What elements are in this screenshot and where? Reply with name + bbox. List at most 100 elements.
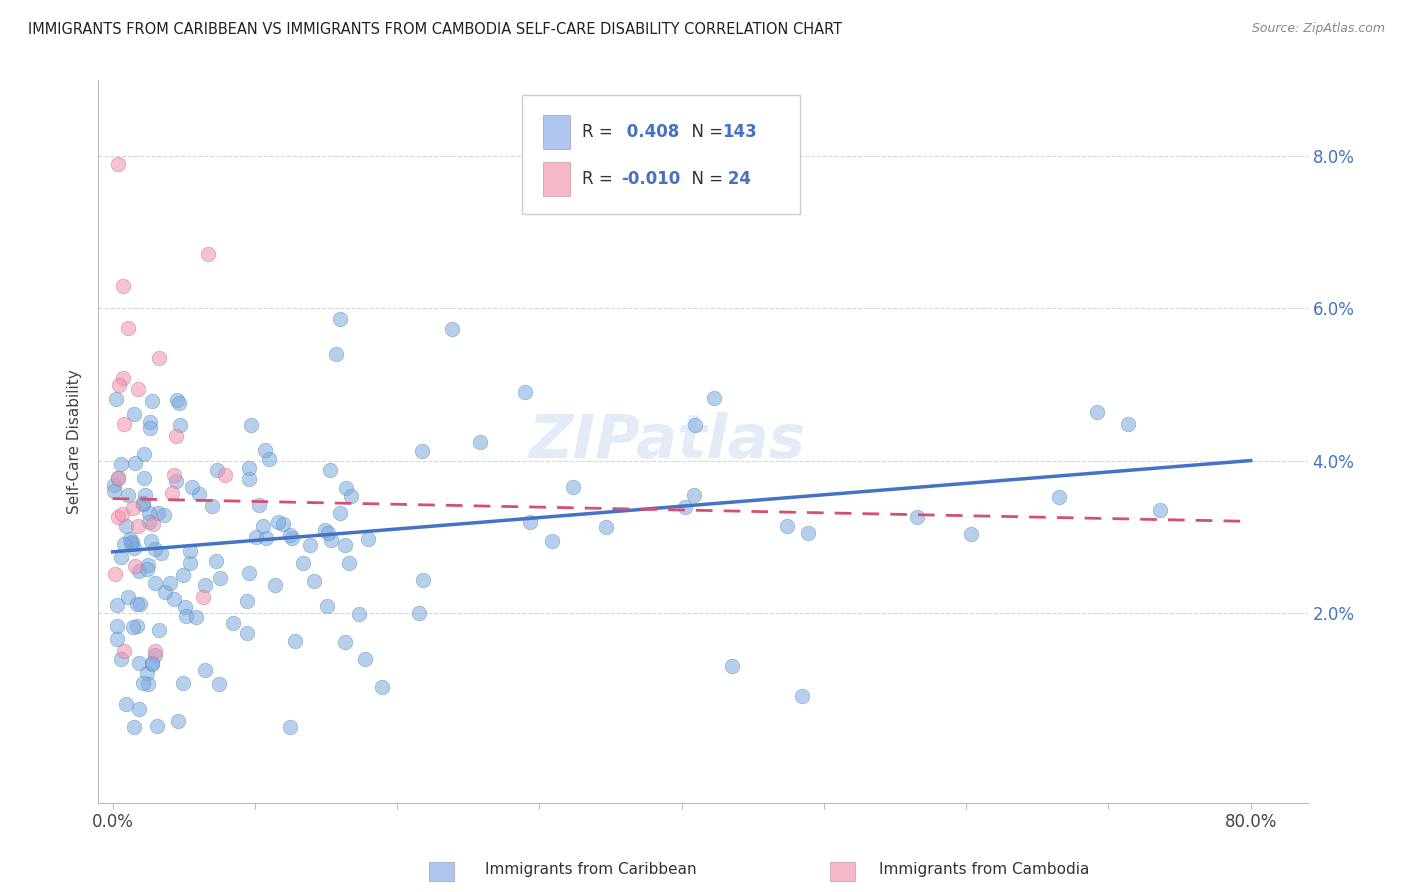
Point	[792, 689, 814, 703]
Point	[107, 510, 129, 524]
Point	[122, 541, 145, 556]
Point	[797, 525, 820, 540]
Point	[238, 566, 260, 581]
Point	[167, 396, 190, 410]
Point	[162, 591, 184, 606]
Point	[349, 607, 371, 622]
Point	[105, 619, 128, 633]
Point	[125, 597, 148, 611]
Point	[208, 677, 231, 691]
Point	[143, 648, 166, 662]
Text: R =: R =	[582, 170, 619, 188]
Point	[184, 610, 207, 624]
Point	[136, 562, 159, 576]
Point	[776, 518, 799, 533]
Point	[134, 446, 156, 460]
Point	[139, 533, 162, 548]
Point	[145, 719, 167, 733]
Point	[153, 584, 176, 599]
Point	[117, 590, 139, 604]
Point	[138, 515, 160, 529]
Point	[110, 550, 132, 565]
Point	[561, 480, 583, 494]
Point	[335, 481, 357, 495]
Text: ZIPatlas: ZIPatlas	[529, 412, 806, 471]
Point	[132, 471, 155, 485]
Point	[201, 499, 224, 513]
Point	[205, 554, 228, 568]
Point	[148, 351, 170, 365]
Text: R =: R =	[582, 123, 619, 141]
Point	[1085, 405, 1108, 419]
Point	[110, 651, 132, 665]
Point	[239, 418, 262, 433]
Point	[132, 676, 155, 690]
Point	[267, 515, 290, 529]
Point	[214, 467, 236, 482]
Point	[115, 697, 138, 711]
Point	[142, 517, 165, 532]
Point	[325, 347, 347, 361]
Point	[132, 497, 155, 511]
Point	[278, 720, 301, 734]
Text: Immigrants from Cambodia: Immigrants from Cambodia	[879, 863, 1090, 877]
Point	[316, 525, 339, 540]
Point	[314, 523, 336, 537]
Point	[105, 598, 128, 612]
Point	[703, 391, 725, 405]
FancyBboxPatch shape	[522, 95, 800, 214]
Point	[127, 382, 149, 396]
Point	[112, 417, 135, 431]
Point	[112, 643, 135, 657]
Point	[110, 458, 132, 472]
Point	[138, 421, 160, 435]
Point	[440, 322, 463, 336]
FancyBboxPatch shape	[543, 161, 569, 196]
Point	[221, 615, 243, 630]
Point	[165, 429, 187, 443]
Text: 143: 143	[723, 123, 756, 141]
Point	[128, 701, 150, 715]
Point	[107, 157, 129, 171]
Point	[128, 565, 150, 579]
Point	[107, 471, 129, 485]
Point	[470, 434, 492, 449]
Point	[370, 681, 392, 695]
Point	[111, 278, 134, 293]
Point	[103, 483, 125, 498]
Point	[127, 519, 149, 533]
Point	[143, 643, 166, 657]
FancyBboxPatch shape	[543, 114, 569, 149]
Point	[238, 472, 260, 486]
Point	[319, 463, 342, 477]
Point	[141, 394, 163, 409]
Text: IMMIGRANTS FROM CARIBBEAN VS IMMIGRANTS FROM CAMBODIA SELF-CARE DISABILITY CORRE: IMMIGRANTS FROM CARIBBEAN VS IMMIGRANTS …	[28, 22, 842, 37]
Text: Source: ZipAtlas.com: Source: ZipAtlas.com	[1251, 22, 1385, 36]
Point	[194, 663, 217, 677]
Point	[1116, 417, 1139, 432]
Point	[673, 500, 696, 514]
Point	[103, 477, 125, 491]
Point	[143, 575, 166, 590]
Point	[167, 714, 190, 728]
Point	[107, 471, 129, 485]
Point	[278, 528, 301, 542]
Point	[104, 566, 127, 581]
Point	[236, 626, 259, 640]
Point	[160, 486, 183, 500]
Point	[141, 657, 163, 672]
Point	[111, 508, 134, 522]
Point	[238, 461, 260, 475]
Point	[124, 558, 146, 573]
Point	[292, 556, 315, 570]
Point	[120, 532, 142, 546]
Point	[108, 378, 131, 392]
Point	[122, 720, 145, 734]
Point	[193, 591, 215, 605]
Point	[127, 619, 149, 633]
Point	[194, 578, 217, 592]
Point	[281, 532, 304, 546]
Point	[540, 533, 562, 548]
Point	[122, 620, 145, 634]
Point	[252, 518, 274, 533]
